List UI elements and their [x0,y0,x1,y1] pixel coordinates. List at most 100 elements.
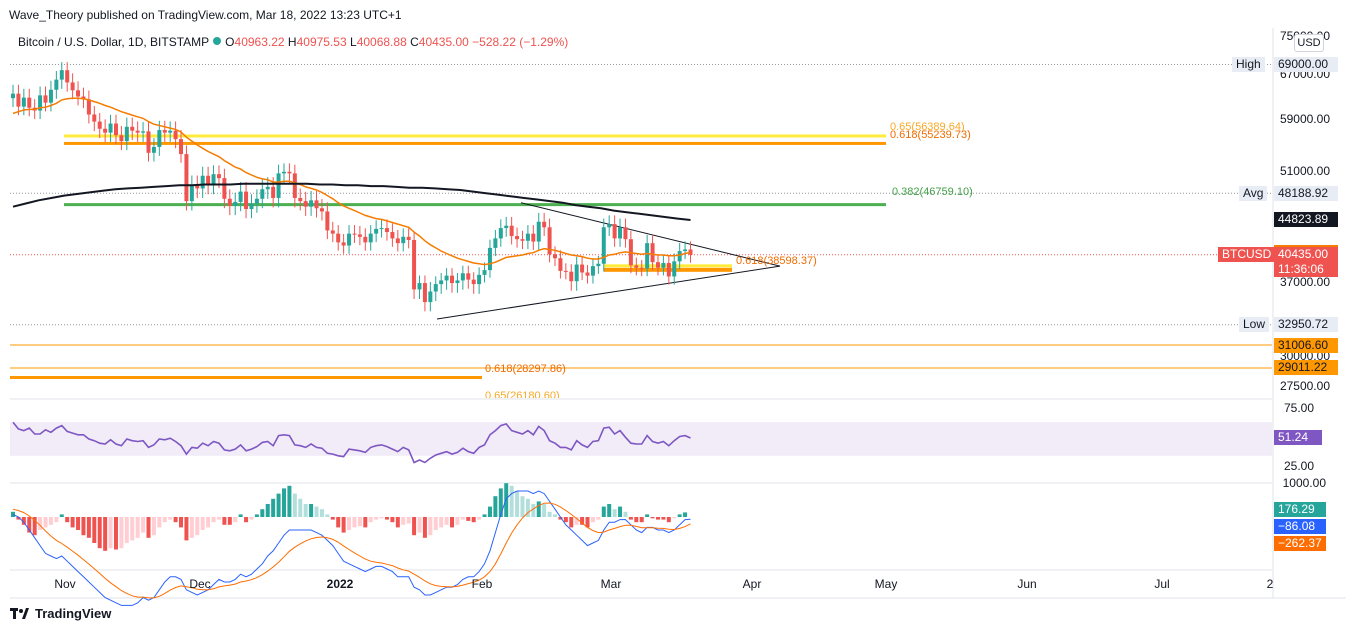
macd-tick-label: 1000.00 [1283,476,1327,490]
macd-histogram-bar [124,517,129,543]
macd-histogram-bar [184,517,189,541]
macd-histogram-bar [113,517,118,550]
time-tick-label: 2022 [327,577,354,591]
candle-body [395,238,400,244]
candle-body [569,271,574,282]
macd-histogram-bar [655,517,660,520]
candle-body [130,126,135,131]
candle-body [618,227,623,239]
macd-histogram-bar [65,517,70,523]
macd-histogram-bar [151,517,156,536]
macd-signal-line [12,502,691,599]
candle-body [683,249,688,252]
candle-body [542,221,547,228]
macd-histogram-bar [683,512,688,517]
macd-histogram-bar [493,496,498,517]
currency-button[interactable]: USD [1294,34,1324,52]
candle-body [406,236,411,240]
candle-body [65,70,70,83]
macd-histogram-bar [59,514,64,517]
candle-body [352,233,357,235]
candle-body [390,232,395,239]
macd-histogram-bar [439,517,444,528]
rsi-tick-label: 75.00 [1284,401,1314,415]
candle-body [141,131,146,133]
candle-body [54,79,59,90]
candle-body [11,93,15,99]
macd-histogram-bar [254,514,259,517]
macd-histogram-bar [422,517,427,538]
candle-body [471,279,476,285]
macd-histogram-bar [401,517,406,525]
price-tag-low: 32950.72 [1274,317,1338,332]
macd-histogram-bar [347,517,352,530]
macd-histogram-bar [406,517,411,524]
candle-body [422,283,427,303]
time-tick-label: Nov [54,577,75,591]
candle-body [655,262,660,268]
macd-histogram-bar [76,517,81,530]
macd-histogram-bar [428,517,433,536]
time-tick-label: Dec [189,577,210,591]
macd-histogram-bar [515,491,520,517]
candle-body [287,171,292,174]
candle-body [661,262,666,268]
candle-body [612,224,617,239]
candle-body [650,243,655,263]
candle-body [227,198,232,206]
macd-histogram-bar [195,517,200,536]
candle-body [189,185,194,202]
candle-body [672,261,677,277]
macd-histogram-bar [271,498,276,517]
macd-histogram-bar [368,517,373,523]
macd-histogram-bar [384,517,389,520]
candle-body [184,154,189,202]
macd-histogram-bar [569,517,574,528]
candle-body [347,233,352,246]
candle-body [580,264,585,273]
macd-histogram-bar [206,517,211,528]
macd-histogram-bar [612,509,617,517]
candle-body [233,201,238,206]
candle-body [271,186,276,198]
candle-body [466,273,471,280]
macd-histogram-bar [525,498,530,517]
macd-histogram-bar [249,517,254,520]
market-status-icon [213,37,222,45]
macd-histogram-bar [173,517,178,523]
macd-histogram-bar [216,517,221,520]
candle-body [677,251,682,262]
candle-body [260,189,265,199]
candle-body [103,128,108,133]
price-line-label-high: High [1232,57,1265,72]
macd-histogram-bar [666,517,671,523]
fib-level-deep-0.618-line [10,376,482,379]
candle-body [688,249,693,255]
tradingview-brand: TradingView [35,606,112,621]
candle-body [265,186,270,190]
macd-histogram-bar [135,517,140,538]
candle-body [455,280,460,284]
candle-body [70,82,75,91]
macd-histogram-bar [54,517,59,523]
candle-body [536,221,541,242]
candle-body [238,191,243,202]
fib-level-0.382-line [64,203,886,207]
macd-histogram-bar [645,514,650,517]
candle-body [368,233,373,243]
price-line-label-low: Low [1239,317,1270,332]
macd-histogram-group [11,483,688,551]
candle-body [244,191,249,210]
candle-body [276,173,281,198]
candle-body [303,201,308,207]
tradingview-logo[interactable]: TradingView [10,606,111,621]
macd-histogram-bar [531,504,536,517]
candle-body [319,208,324,212]
macd-value-tag: −86.08 [1274,519,1326,534]
macd-histogram-bar [92,517,97,543]
candle-body [179,139,184,155]
macd-histogram-bar [677,514,682,517]
candle-body [59,70,64,80]
macd-histogram-bar [292,493,297,517]
